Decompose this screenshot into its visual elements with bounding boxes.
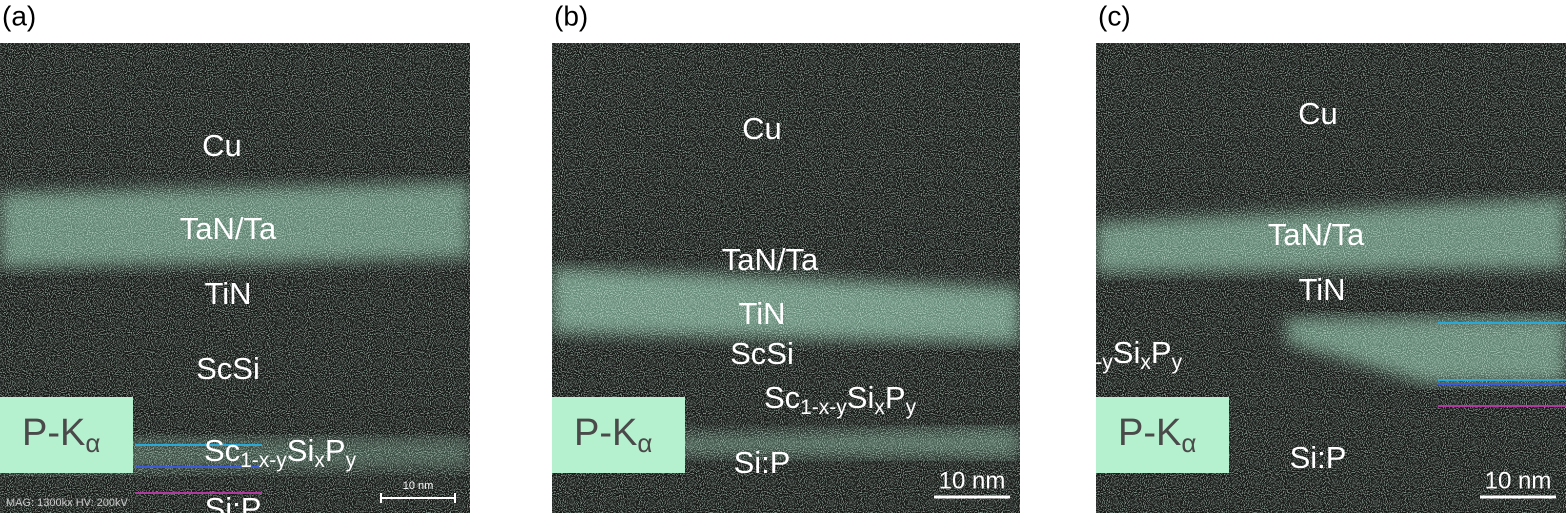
formula-element: Sc: [764, 380, 800, 415]
formula-element: Sc: [204, 433, 240, 468]
panel-label: (a): [2, 0, 36, 31]
layer-label: TaN/Ta: [180, 211, 277, 246]
formula-subscript: x: [314, 449, 325, 472]
formula-subscript: y: [906, 396, 917, 419]
badge-sub: α: [1181, 428, 1196, 458]
formula-element: P: [325, 433, 346, 468]
formula-element: Si: [1113, 335, 1141, 370]
badge-text: P-Kα: [1118, 412, 1196, 458]
layer-label: Si:P: [1290, 440, 1347, 475]
badge-base: P-K: [574, 412, 637, 454]
formula-subscript: x: [874, 396, 885, 419]
badge-text: P-Kα: [22, 412, 100, 458]
formula-element: P: [1151, 335, 1172, 370]
badge-sub: α: [637, 428, 652, 458]
formula-subscript: y: [346, 449, 357, 472]
formula-subscript: 1-x-y: [1066, 351, 1113, 374]
layer-label: TiN: [204, 276, 251, 311]
layer-label: Si:P: [734, 445, 791, 480]
badge-base: P-K: [1118, 412, 1181, 454]
layer-label: ScSi: [196, 351, 260, 386]
panel-label: (c): [1098, 0, 1131, 31]
layer-label: TaN/Ta: [1268, 217, 1365, 252]
formula-label: Sc1-x-ySixPy: [204, 433, 357, 471]
layer-label: TiN: [738, 296, 785, 331]
badge-box: [1096, 397, 1229, 473]
formula-element: Si: [847, 380, 875, 415]
eds-map: Cu TaN/Ta TiN Si:P Sc1-x-ySixPy P-Kα 10 nm: [1030, 43, 1566, 513]
badge-sub: α: [85, 428, 100, 458]
badge-box: [0, 397, 133, 473]
formula-label: Sc1-x-ySixPy: [1030, 335, 1183, 373]
layer-label: ScSi: [730, 336, 794, 371]
scale-bar-label: 10 nm: [1485, 467, 1552, 494]
layer-label: TiN: [1298, 272, 1345, 307]
formula-element: Si: [287, 433, 315, 468]
layer-label: TaN/Ta: [722, 242, 819, 277]
scale-bar-label: 10 nm: [939, 467, 1006, 494]
formula-element: Sc: [1030, 335, 1066, 370]
formula-subscript: y: [1172, 351, 1183, 374]
formula-subscript: 1-x-y: [240, 449, 287, 472]
layer-label: Cu: [202, 128, 242, 163]
layer-label: Si:P: [205, 491, 262, 514]
formula-subscript: 1-x-y: [800, 396, 847, 419]
layer-label: Cu: [1298, 96, 1338, 131]
layer-label: Cu: [742, 111, 782, 146]
formula-label: Sc1-x-ySixPy: [764, 380, 917, 418]
badge-base: P-K: [22, 412, 85, 454]
acquisition-info: MAG: 1300kx HV: 200kV: [6, 497, 129, 509]
badge-text: P-Kα: [574, 412, 652, 458]
formula-subscript: x: [1140, 351, 1151, 374]
panel-label: (b): [554, 0, 588, 31]
badge-box: [552, 397, 685, 473]
scale-bar-label: 10 nm: [403, 480, 434, 492]
formula-element: P: [885, 380, 906, 415]
